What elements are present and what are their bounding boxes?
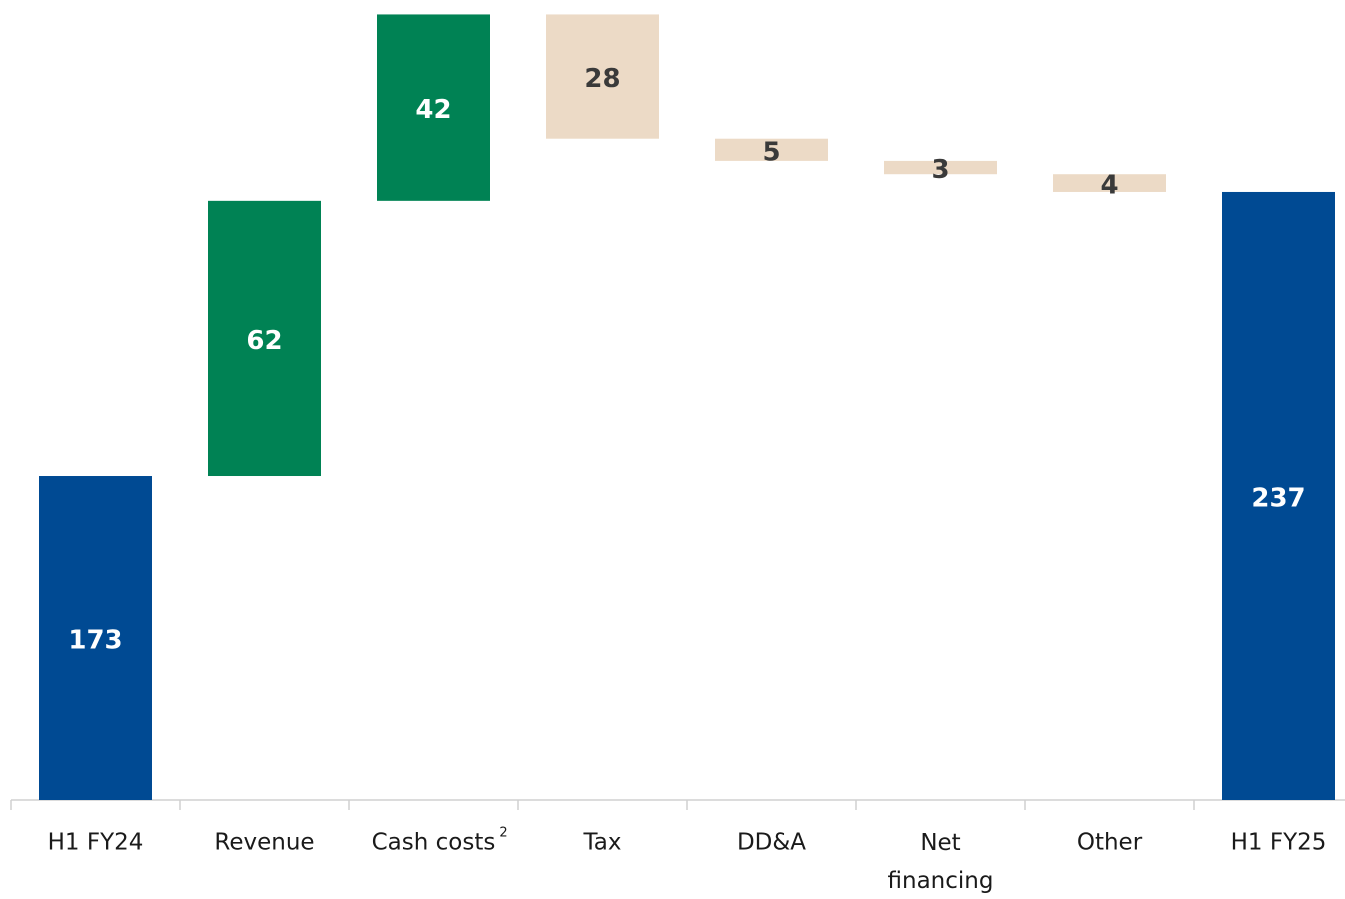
bar [715, 138, 828, 161]
bar [39, 476, 152, 800]
value-label: 5 [762, 137, 780, 167]
x-tick-label: H1 FY25 [1231, 830, 1327, 856]
value-label: 3 [931, 155, 949, 185]
x-tick-label: Tax [583, 830, 622, 856]
bar [1222, 191, 1335, 800]
x-tick-label: Net financing [888, 830, 994, 894]
x-tick-label: Revenue [214, 830, 314, 856]
value-label: 237 [1251, 483, 1305, 513]
x-tick-label: H1 FY24 [48, 830, 144, 856]
value-label: 62 [246, 326, 282, 356]
x-tick-label: Cash costs [372, 830, 496, 856]
x-tick-label: Other [1077, 830, 1143, 856]
bar [1053, 174, 1166, 192]
footnote-marker: 2 [499, 826, 507, 841]
bar [884, 160, 997, 175]
x-tick-label-line: Net [920, 830, 960, 856]
x-tick-label-line: financing [888, 868, 994, 894]
value-label: 4 [1100, 171, 1118, 201]
x-tick-label: DD&A [737, 830, 806, 856]
bar [208, 200, 321, 477]
value-label: 28 [584, 64, 620, 94]
bar [377, 14, 490, 201]
value-label: 42 [415, 95, 451, 125]
bar [546, 14, 659, 139]
value-label: 173 [68, 626, 122, 656]
